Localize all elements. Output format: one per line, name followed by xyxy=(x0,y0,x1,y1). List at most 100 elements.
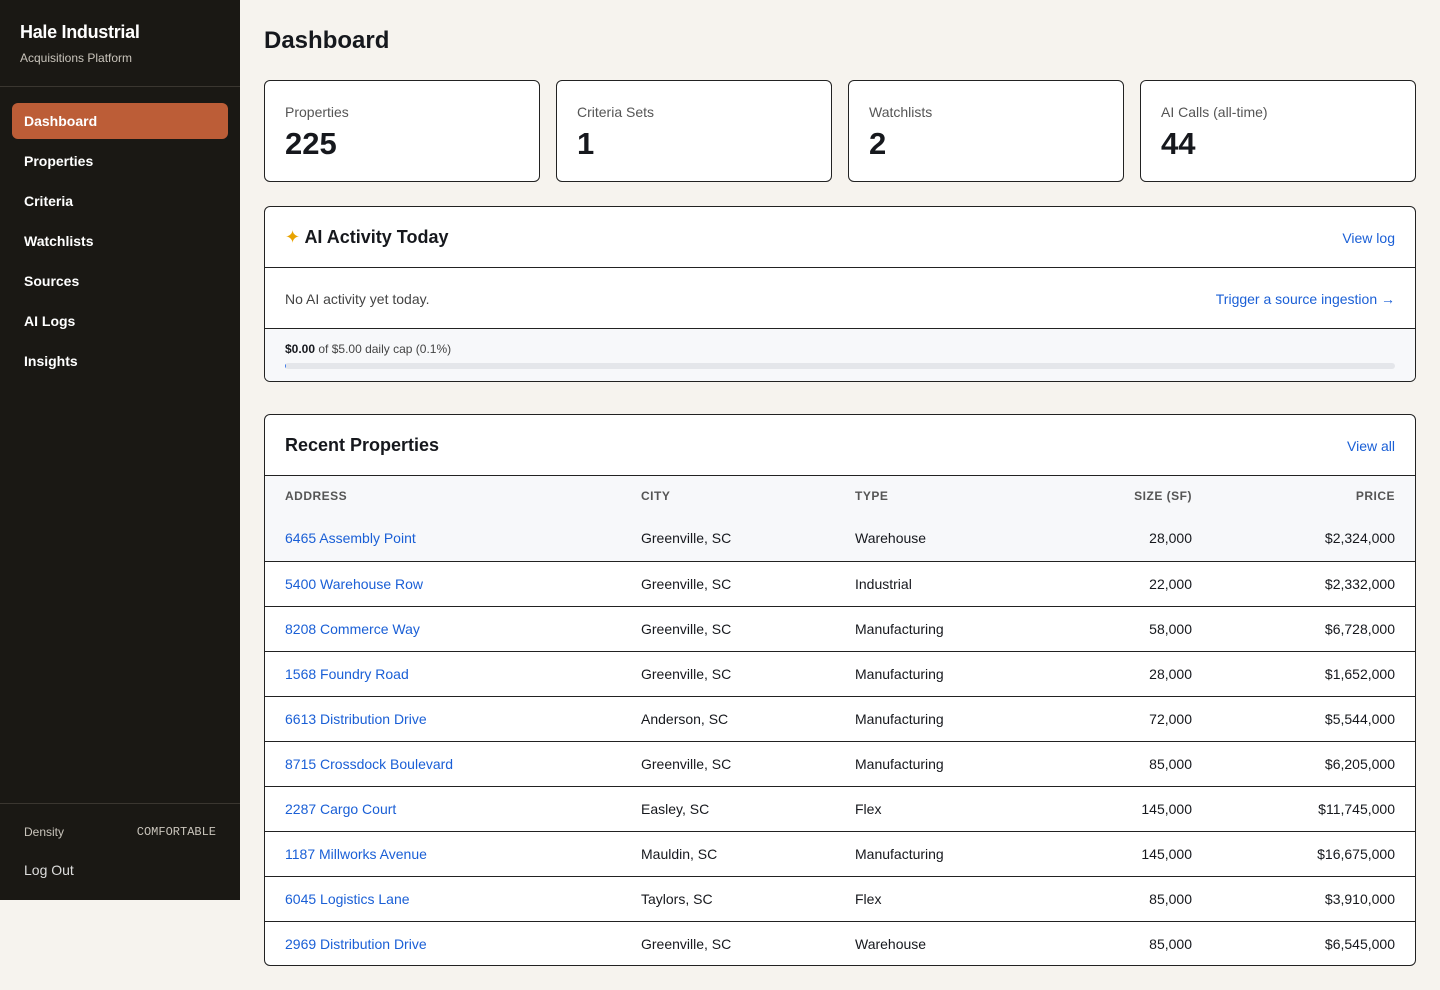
cell: $3,910,000 xyxy=(1192,875,1415,921)
nav: Dashboard Properties Criteria Watchlists Sou… xyxy=(12,103,228,383)
address-link[interactable]: 2969 Distribution Drive xyxy=(265,920,641,965)
cell: Flex xyxy=(855,875,1055,921)
message: No AI activity yet today. xyxy=(285,291,430,307)
recent-card: Recent Properties View all ADDRESS CITY TY… xyxy=(264,414,1416,966)
column-header: TYPE xyxy=(855,476,1055,516)
address-link[interactable]: 8715 Crossdock Boulevard xyxy=(265,740,641,786)
cell: 72,000 xyxy=(1055,695,1192,741)
cell: 85,000 xyxy=(1055,875,1192,921)
divider xyxy=(0,86,240,87)
cell: Warehouse xyxy=(855,920,1055,965)
nav-item[interactable]: Properties xyxy=(24,153,94,169)
stat-card: AI Calls (all-time) 44 xyxy=(1140,80,1416,182)
address-link[interactable]: 1568 Foundry Road xyxy=(265,650,641,696)
cell: Warehouse xyxy=(855,516,1055,561)
table-row: 8715 Crossdock Boulevard Greenville, SC Ma… xyxy=(265,740,1415,786)
address-link[interactable]: 8208 Commerce Way xyxy=(265,605,641,651)
progress-fill xyxy=(285,363,287,369)
address-link[interactable]: 6045 Logistics Lane xyxy=(265,875,641,921)
cell: Greenville, SC xyxy=(641,516,855,561)
cell: Industrial xyxy=(855,560,1055,606)
usage-text: $0.00 of $5.00 daily cap (0.1%) xyxy=(285,342,451,356)
cell: $2,324,000 xyxy=(1192,516,1415,561)
table-row: 5400 Warehouse Row Greenville, SC Industri… xyxy=(265,560,1415,606)
cell: Greenville, SC xyxy=(641,650,855,696)
view-log[interactable]: View log xyxy=(1342,230,1395,246)
cell: Greenville, SC xyxy=(641,740,855,786)
divider xyxy=(265,267,1415,268)
table-row: 2287 Cargo Court Easley, SC Flex 145,000 $11… xyxy=(265,785,1415,831)
address-link[interactable]: 2287 Cargo Court xyxy=(265,785,641,831)
cell: 28,000 xyxy=(1055,650,1192,696)
address-link[interactable]: 1187 Millworks Avenue xyxy=(265,830,641,876)
cell: $6,728,000 xyxy=(1192,605,1415,651)
cap-text: of $5.00 daily cap (0.1%) xyxy=(318,342,452,356)
stat-value: 2 xyxy=(869,126,887,161)
card-title: ✦ AI Activity Today xyxy=(285,227,448,248)
cell: $2,332,000 xyxy=(1192,560,1415,606)
cell: Greenville, SC xyxy=(641,920,855,965)
spend: $0.00 xyxy=(285,342,316,356)
cell: $6,205,000 xyxy=(1192,740,1415,786)
brand: Hale Industrial xyxy=(20,22,140,42)
trigger-ingestion[interactable]: Trigger a source ingestion → xyxy=(1215,291,1395,307)
sidebar: Hale Industrial Acquisitions Platform Da… xyxy=(0,0,240,900)
icon: ✦ xyxy=(285,227,301,247)
cell: Greenville, SC xyxy=(641,560,855,606)
cell: 145,000 xyxy=(1055,830,1192,876)
divider xyxy=(265,475,1415,476)
cell: Manufacturing xyxy=(855,605,1055,651)
tagline: Acquisitions Platform xyxy=(20,51,133,65)
density-label: Density xyxy=(24,825,65,839)
stat-label: Criteria Sets xyxy=(577,104,655,120)
cell: 85,000 xyxy=(1055,920,1192,965)
card-title: Recent Properties xyxy=(285,435,440,455)
cell: Mauldin, SC xyxy=(641,830,855,876)
page-title: Dashboard xyxy=(264,27,390,54)
title-text: AI Activity Today xyxy=(304,227,449,247)
nav-item[interactable]: Criteria xyxy=(24,193,74,209)
nav-item[interactable]: Insights xyxy=(24,353,78,369)
ai-activity-card: ✦ AI Activity Today View log No AI activ… xyxy=(264,206,1416,382)
cell: $5,544,000 xyxy=(1192,695,1415,741)
cell: Taylors, SC xyxy=(641,875,855,921)
nav-item[interactable]: Sources xyxy=(24,273,80,289)
density-toggle[interactable]: COMFORTABLE xyxy=(136,825,216,839)
stat-value: 225 xyxy=(285,126,337,161)
nav-item[interactable]: AI Logs xyxy=(24,313,76,329)
logout[interactable]: Log Out xyxy=(24,862,74,878)
address-link[interactable]: 5400 Warehouse Row xyxy=(265,560,641,606)
usage: $0.00 of $5.00 daily cap (0.1%) xyxy=(265,329,1415,381)
cell: 145,000 xyxy=(1055,785,1192,831)
column-header: CITY xyxy=(641,476,855,516)
cell: 22,000 xyxy=(1055,560,1192,606)
divider xyxy=(265,328,1415,329)
cell: $6,545,000 xyxy=(1192,920,1415,965)
properties-table: ADDRESS CITY TYPE SIZE (SF) PRICE 6465 Assemb… xyxy=(265,476,1415,965)
cell: Manufacturing xyxy=(855,650,1055,696)
view-all[interactable]: View all xyxy=(1347,438,1395,454)
cell: Manufacturing xyxy=(855,695,1055,741)
stat-value: 44 xyxy=(1161,126,1196,161)
nav-item[interactable]: Dashboard xyxy=(12,103,228,139)
column-header: PRICE xyxy=(1192,476,1415,516)
cell: 85,000 xyxy=(1055,740,1192,786)
stat-label: Properties xyxy=(285,104,349,120)
header-row: ADDRESS CITY TYPE SIZE (SF) PRICE xyxy=(265,476,1415,516)
divider xyxy=(0,803,240,804)
cell: Anderson, SC xyxy=(641,695,855,741)
table-row: 1568 Foundry Road Greenville, SC Manufactu… xyxy=(265,650,1415,696)
table-row: 8208 Commerce Way Greenville, SC Manufactu… xyxy=(265,605,1415,651)
table-row: 1187 Millworks Avenue Mauldin, SC Manufact… xyxy=(265,830,1415,876)
table-row: 6613 Distribution Drive Anderson, SC Manuf… xyxy=(265,695,1415,741)
cell: Flex xyxy=(855,785,1055,831)
table-row: 2969 Distribution Drive Greenville, SC War… xyxy=(265,920,1415,965)
cell: Easley, SC xyxy=(641,785,855,831)
address-link[interactable]: 6465 Assembly Point xyxy=(265,516,641,561)
cell: $11,745,000 xyxy=(1192,785,1415,831)
address-link[interactable]: 6613 Distribution Drive xyxy=(265,695,641,741)
column-header: SIZE (SF) xyxy=(1055,476,1192,516)
nav-item[interactable]: Watchlists xyxy=(24,233,94,249)
table-row: 6465 Assembly Point Greenville, SC Warehou… xyxy=(265,516,1415,561)
